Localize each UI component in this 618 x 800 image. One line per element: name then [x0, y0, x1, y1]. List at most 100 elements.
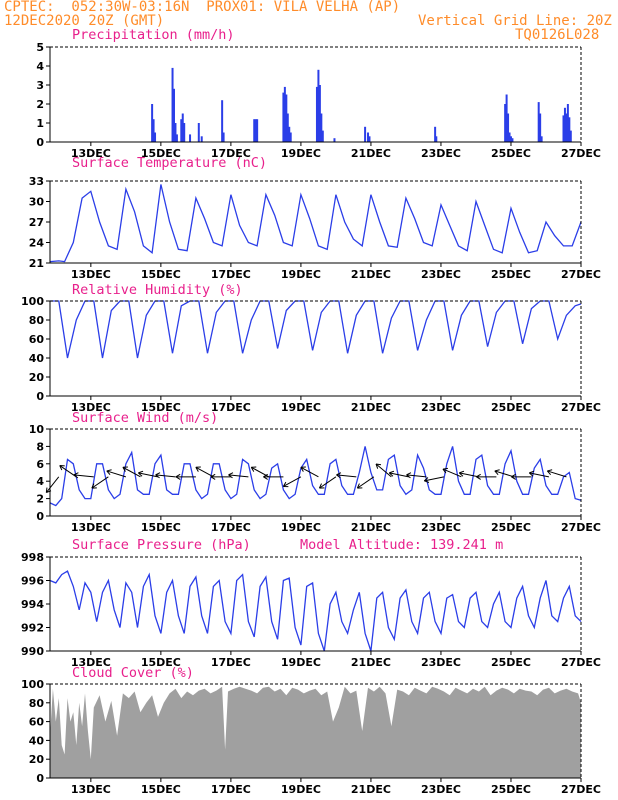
x-tick-label: 27DEC — [561, 783, 601, 796]
x-tick-label: 25DEC — [491, 783, 531, 796]
precip-bar — [321, 130, 324, 142]
y-tick-label: 3 — [36, 79, 44, 92]
y-tick-label: 0 — [36, 136, 44, 149]
wind-arrow — [494, 470, 515, 478]
precip-bar — [562, 115, 565, 142]
wind-arrow — [319, 476, 337, 489]
y-tick-label: 8 — [36, 440, 44, 453]
x-tick-label: 19DEC — [281, 521, 321, 534]
x-tick-label: 21DEC — [351, 401, 391, 414]
wind-arrow — [336, 474, 357, 478]
x-tick-label: 25DEC — [491, 521, 531, 534]
wind-arrow — [59, 465, 77, 478]
x-tick-label: 25DEC — [491, 268, 531, 281]
panel-title: Relative Humidity (%) — [72, 282, 243, 298]
x-tick-label: 17DEC — [211, 521, 251, 534]
precip-bar — [317, 69, 320, 142]
wind-arrow-head — [458, 470, 465, 477]
x-tick-label: 15DEC — [141, 268, 181, 281]
precip-bar — [253, 119, 256, 142]
y-tick-label: 40 — [29, 352, 45, 365]
y-tick-label: 21 — [29, 257, 44, 270]
x-tick-label: 17DEC — [211, 268, 251, 281]
panel-title: Precipitation (mm/h) — [72, 27, 235, 43]
y-tick-label: 100 — [21, 678, 44, 691]
wind-arrow — [389, 472, 409, 478]
x-tick-label: 23DEC — [421, 783, 461, 796]
y-tick-label: 20 — [29, 371, 45, 384]
x-tick-label: 27DEC — [561, 401, 601, 414]
wind-arrow-head — [476, 473, 481, 480]
precip-bar — [540, 136, 543, 142]
precip-bar — [283, 86, 286, 142]
wind-arrow-head — [406, 472, 412, 479]
wind-arrow-head — [336, 472, 342, 479]
x-tick-label: 23DEC — [421, 268, 461, 281]
wind-arrow-head — [388, 470, 395, 477]
wind-arrow-head — [423, 477, 430, 483]
precip-bar — [434, 126, 437, 142]
y-tick-label: 10 — [29, 423, 45, 436]
precip-bar — [221, 100, 224, 142]
precip-bar — [511, 138, 514, 142]
x-tick-label: 27DEC — [561, 656, 601, 669]
x-tick-label: 25DEC — [491, 147, 531, 160]
x-tick-label: 25DEC — [491, 656, 531, 669]
precip-bar — [569, 130, 572, 142]
y-tick-label: 994 — [21, 598, 44, 611]
wind-arrow-head — [175, 473, 181, 480]
panel-4: Surface Wind (m/s) 0 2 4 6 8 10 13DEC 15DEC 17DEC… — [29, 410, 601, 534]
wind-arrow-head — [300, 466, 306, 472]
x-tick-label: 23DEC — [421, 401, 461, 414]
panel-title: Surface Temperature (nC) — [72, 155, 267, 171]
precip-bar — [183, 123, 186, 142]
y-tick-label: 2 — [36, 493, 44, 506]
precip-bar — [318, 85, 321, 142]
precip-bar — [435, 136, 438, 142]
y-tick-label: 992 — [21, 622, 44, 635]
wind-direction-arrows — [45, 463, 567, 493]
x-tick-label: 27DEC — [561, 521, 601, 534]
x-tick-label: 21DEC — [351, 521, 391, 534]
precip-bar — [222, 132, 225, 142]
wind-arrow-head — [442, 467, 448, 474]
precip-bar — [566, 104, 569, 142]
y-tick-label: 2 — [36, 98, 44, 111]
precip-bar — [288, 126, 291, 142]
precip-bar — [367, 132, 370, 142]
precip-bar — [181, 113, 184, 142]
precip-bar — [197, 123, 200, 142]
y-tick-label: 0 — [36, 772, 44, 785]
wind-arrow — [91, 476, 109, 489]
x-tick-label: 19DEC — [281, 147, 321, 160]
wind-arrow-head — [195, 466, 201, 472]
x-tick-label: 21DEC — [351, 656, 391, 669]
x-tick-label: 23DEC — [421, 656, 461, 669]
wind-arrow — [442, 468, 462, 478]
wind-arrow — [73, 474, 94, 478]
x-tick-label: 13DEC — [71, 268, 111, 281]
x-tick-label: 13DEC — [71, 401, 111, 414]
y-tick-label: 998 — [21, 551, 44, 564]
header-model-code: TQ0126L028 — [515, 27, 600, 43]
x-tick-label: 13DEC — [71, 147, 111, 160]
y-tick-label: 20 — [29, 753, 45, 766]
precip-bar — [189, 134, 192, 142]
x-tick-label: 19DEC — [281, 783, 321, 796]
panel-title: Cloud Cover (%) — [72, 665, 194, 681]
x-tick-label: 15DEC — [141, 401, 181, 414]
x-tick-label: 27DEC — [561, 147, 601, 160]
y-tick-label: 4 — [36, 60, 44, 73]
precip-bar — [509, 136, 512, 142]
y-tick-label: 990 — [21, 645, 44, 658]
y-tick-label: 100 — [21, 295, 44, 308]
y-tick-label: 1 — [36, 117, 44, 130]
precip-bar — [256, 119, 259, 142]
wind-arrow — [138, 472, 159, 478]
y-tick-label: 27 — [29, 216, 44, 229]
wind-arrow — [155, 474, 176, 478]
panel-annotation: Model Altitude: 139.241 m — [300, 537, 503, 553]
header-grid-line-note: Vertical Grid Line: 20Z — [418, 13, 612, 29]
x-tick-label: 27DEC — [561, 268, 601, 281]
precip-bar — [504, 104, 507, 142]
